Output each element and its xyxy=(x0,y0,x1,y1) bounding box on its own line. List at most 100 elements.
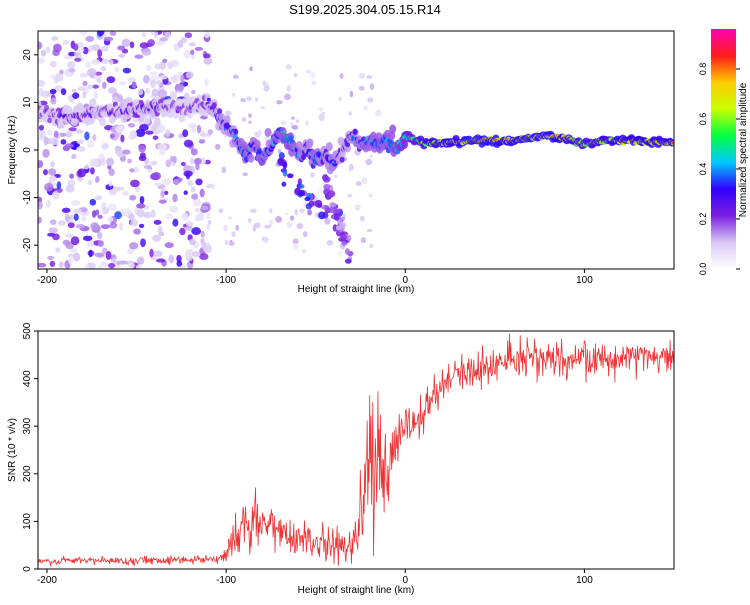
heatmap-cell-620 xyxy=(358,86,365,91)
heatmap-cell-21 xyxy=(91,44,100,52)
heatmap-cell-586 xyxy=(349,90,354,98)
heatmap-cell-228 xyxy=(60,88,67,96)
heatmap-cell-373 xyxy=(101,142,109,150)
heatmap-cell-281 xyxy=(190,148,198,156)
heatmap-cell-732 xyxy=(344,258,352,264)
heatmap-cell-605 xyxy=(264,224,271,229)
heatmap-cell-630 xyxy=(252,225,256,232)
heatmap-cell-396 xyxy=(164,242,174,249)
colorbar-label: Normalized spectral amplitude xyxy=(738,82,749,217)
spectrogram-y-tick-label-0: 20 xyxy=(22,49,33,61)
heatmap-cell-329 xyxy=(177,40,184,48)
heatmap-cell-613 xyxy=(221,166,227,174)
heatmap-cell-155 xyxy=(108,168,115,176)
heatmap-cell-651 xyxy=(293,72,298,78)
heatmap-cell-534 xyxy=(223,224,228,232)
heatmap-cell-347 xyxy=(139,124,149,132)
heatmap-cell-86 xyxy=(145,64,152,72)
heatmap-cell-307 xyxy=(51,36,59,41)
heatmap-cell-103 xyxy=(147,39,155,47)
heatmap-cell-344 xyxy=(91,210,97,218)
heatmap-cell-234 xyxy=(172,193,178,203)
heatmap-cell-287 xyxy=(55,247,61,253)
heatmap-cell-484 xyxy=(145,130,154,135)
heatmap-cell-365 xyxy=(141,48,152,56)
heatmap-cell-529 xyxy=(369,83,375,90)
colorbar-tick-label-3: 0.6 xyxy=(698,113,708,126)
heatmap-cell-318 xyxy=(38,201,43,210)
heatmap-cell-514 xyxy=(114,125,124,133)
heatmap-cell-203 xyxy=(92,134,97,141)
heatmap-cell-411 xyxy=(114,66,120,73)
snr-series-line xyxy=(38,333,674,567)
heatmap-cell-647 xyxy=(251,209,257,213)
heatmap-cell-132 xyxy=(130,179,140,188)
heatmap-cell-430 xyxy=(128,242,139,250)
heatmap-cell-375 xyxy=(122,67,132,74)
heatmap-cell-462 xyxy=(43,136,49,146)
heatmap-cell-383 xyxy=(102,81,107,89)
heatmap-cell-66 xyxy=(153,219,162,225)
heatmap-cell-331 xyxy=(157,226,163,235)
heatmap-cell-493 xyxy=(108,87,117,94)
heatmap-cell-167 xyxy=(118,53,125,59)
heatmap-cell-198 xyxy=(191,89,196,95)
heatmap-cell-326 xyxy=(100,224,111,229)
snr-panel: -200 -100 0 100 0 100 200 300 400 500 Height of … xyxy=(7,322,675,596)
heatmap-cell-61 xyxy=(176,254,182,263)
heatmap-cell-489 xyxy=(79,47,85,53)
heatmap-cell-412 xyxy=(172,155,177,164)
heatmap-cell-1151 xyxy=(206,97,211,102)
heatmap-cell-458 xyxy=(66,61,76,69)
heatmap-cell-460 xyxy=(73,213,79,221)
heatmap-cell-733 xyxy=(327,190,336,198)
heatmap-cell-696 xyxy=(277,158,285,166)
heatmap-cell-470 xyxy=(155,258,166,263)
heatmap-cell-510 xyxy=(192,251,201,258)
heatmap-cell-335 xyxy=(203,53,211,59)
heatmap-cell-618 xyxy=(224,110,232,116)
heatmap-cell-181 xyxy=(45,199,51,208)
heatmap-cell-260 xyxy=(75,223,85,229)
heatmap-cell-160 xyxy=(39,130,46,139)
heatmap-cell-567 xyxy=(277,149,282,154)
heatmap-cell-447 xyxy=(119,222,124,231)
heatmap-cell-366 xyxy=(53,43,62,53)
heatmap-cell-0 xyxy=(38,262,47,268)
heatmap-cell-273 xyxy=(191,193,199,200)
heatmap-cell-714 xyxy=(323,183,331,190)
heatmap-cell-556 xyxy=(275,216,283,223)
heatmap-cell-215 xyxy=(190,49,195,55)
heatmap-cell-1437 xyxy=(325,142,333,152)
heatmap-cell-602 xyxy=(348,111,352,116)
heatmap-cell-659 xyxy=(247,218,252,223)
heatmap-cell-1194 xyxy=(223,115,231,125)
heatmap-cell-382 xyxy=(97,49,103,58)
heatmap-cell-429 xyxy=(90,222,100,230)
heatmap-cell-641 xyxy=(231,92,236,97)
heatmap-cell-455 xyxy=(140,238,146,247)
heatmap-cell-389 xyxy=(74,57,82,62)
heatmap-cell-736 xyxy=(340,234,348,241)
heatmap-cell-1289 xyxy=(264,127,272,137)
colorbar-tick-label-1: 0.2 xyxy=(698,213,708,226)
heatmap-cell-220 xyxy=(147,168,152,173)
heatmap-cell-137 xyxy=(94,195,103,201)
heatmap-cell-560 xyxy=(256,222,261,228)
heatmap-cell-523 xyxy=(262,80,267,87)
heatmap-cell-548 xyxy=(286,221,293,229)
heatmap-cell-79 xyxy=(49,219,57,225)
heatmap-cell-433 xyxy=(73,43,79,51)
heatmap-cell-227 xyxy=(157,124,166,134)
heatmap-cell-604 xyxy=(232,74,239,79)
heatmap-cell-621 xyxy=(302,249,307,254)
heatmap-cell-399 xyxy=(86,140,95,148)
heatmap-cell-600 xyxy=(310,172,315,178)
heatmap-cell-525 xyxy=(248,120,252,124)
heatmap-cell-606 xyxy=(291,116,295,120)
heatmap-cell-612 xyxy=(260,106,266,110)
heatmap-cell-522 xyxy=(214,144,221,150)
heatmap-cell-663 xyxy=(297,178,303,186)
heatmap-cell-482 xyxy=(54,72,64,82)
heatmap-cell-431 xyxy=(83,165,90,170)
